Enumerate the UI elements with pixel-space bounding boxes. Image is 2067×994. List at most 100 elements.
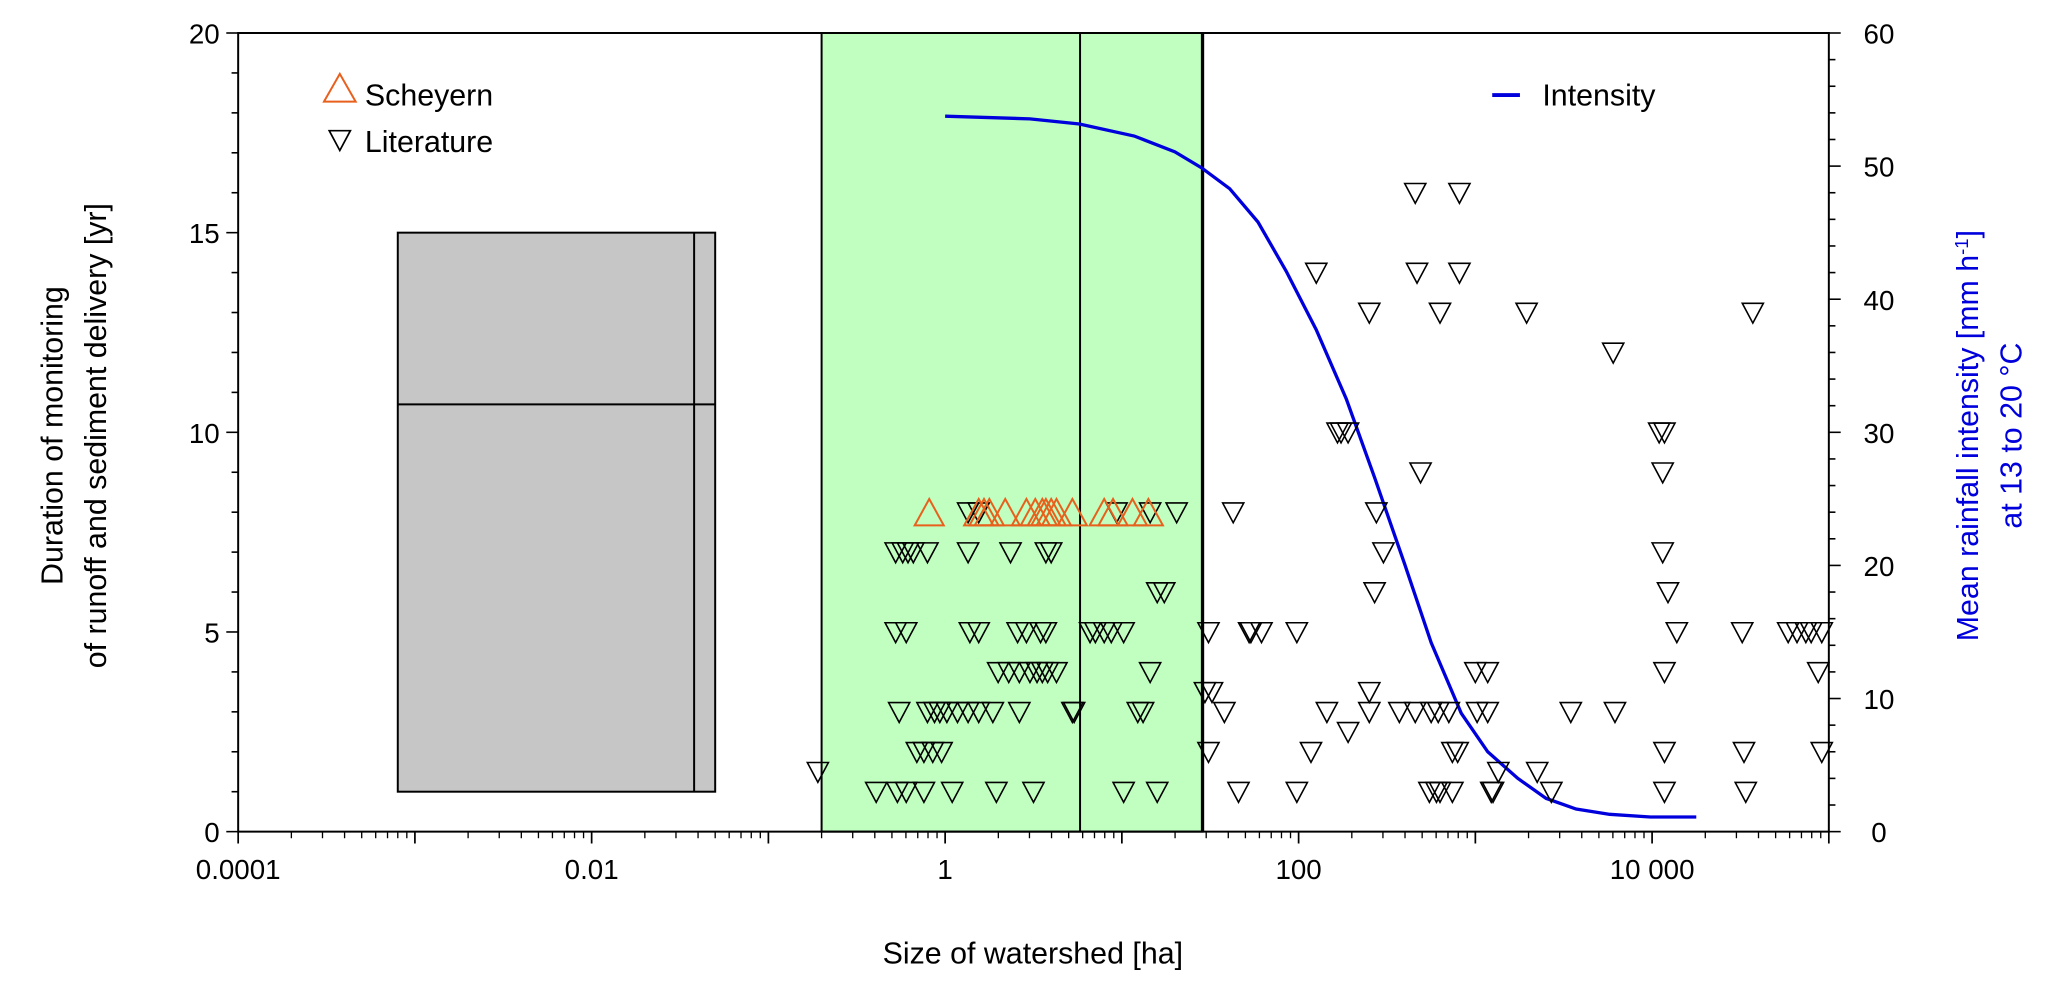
y2-axis-label-line1: Mean rainfall intensity [mm h-1] [1950, 230, 1985, 641]
literature-point [1428, 781, 1452, 804]
literature-point [1357, 302, 1382, 325]
literature-point [1196, 621, 1221, 645]
literature-point [1299, 741, 1323, 765]
y2-tick-label: 20 [1864, 551, 1895, 582]
literature-point [1809, 741, 1834, 765]
y-tick-label: 20 [189, 19, 220, 50]
green-band [820, 32, 1204, 833]
y2-tick-label: 40 [1864, 285, 1895, 316]
literature-point [1336, 422, 1360, 445]
scheyern-point [1056, 496, 1089, 527]
literature-point [1164, 502, 1189, 525]
literature-point [1652, 781, 1677, 804]
legend-left: Scheyern Literature [322, 71, 493, 159]
literature-point [1650, 542, 1675, 565]
y2-label-end: ] [1952, 230, 1985, 238]
literature-point [805, 761, 830, 784]
literature-point [956, 542, 980, 565]
literature-point [1603, 701, 1627, 725]
literature-point [1656, 582, 1680, 605]
literature-point [1111, 621, 1136, 645]
y2-tick-label: 30 [1864, 418, 1895, 449]
literature-point [1007, 701, 1032, 725]
literature-point [1601, 342, 1626, 365]
literature-point [1440, 781, 1465, 804]
x-tick-label: 100 [1275, 854, 1321, 885]
literature-point [894, 781, 919, 804]
legend-scheyern-label: Scheyern [365, 80, 493, 113]
literature-point [1062, 701, 1087, 725]
legend-scheyern-marker [322, 71, 358, 103]
literature-point [864, 781, 889, 804]
literature-point [1387, 701, 1412, 725]
literature-point [1525, 761, 1550, 784]
literature-point [1558, 701, 1583, 725]
literature-point [1364, 502, 1389, 525]
literature-point [915, 542, 940, 565]
literature-point [1664, 621, 1689, 645]
literature-point [966, 502, 991, 525]
literature-point [1221, 502, 1246, 525]
literature-point [1111, 781, 1136, 804]
literature-point [1131, 701, 1155, 725]
legend-intensity-label: Intensity [1542, 80, 1656, 113]
literature-point [1652, 741, 1677, 765]
literature-point [1539, 781, 1564, 804]
literature-point [1014, 621, 1039, 645]
literature-point [1408, 462, 1433, 485]
literature-point [1652, 422, 1677, 445]
literature-point [1445, 741, 1470, 765]
literature-point [901, 542, 926, 565]
legend-literature-label: Literature [365, 126, 493, 159]
literature-point [1417, 781, 1442, 804]
literature-point [966, 621, 991, 645]
y2-label-text: Mean rainfall intensity [mm h [1952, 255, 1985, 641]
literature-point [966, 701, 991, 725]
literature-point [1486, 761, 1511, 784]
x-tick-label: 0.0001 [196, 854, 281, 885]
literature-point [1405, 262, 1429, 285]
scheyern-point [1116, 496, 1149, 527]
literature-point [1463, 661, 1488, 685]
literature-point [1021, 781, 1046, 804]
literature-point [1447, 182, 1472, 205]
literature-point [1740, 302, 1765, 325]
literature-point [1284, 621, 1309, 645]
literature-point [1033, 621, 1058, 645]
markers-layer [805, 182, 1834, 804]
literature-point [1426, 701, 1451, 725]
scheyern-point [1096, 496, 1130, 527]
literature-point [1732, 741, 1756, 765]
y-tick-label: 5 [204, 618, 219, 649]
literature-point [1371, 542, 1396, 565]
y2-axis-label-line2: at 13 to 20 °C [1996, 343, 2029, 529]
literature-point [1284, 781, 1309, 804]
literature-point [1304, 262, 1329, 285]
background-regions [396, 32, 1205, 833]
literature-point [1099, 621, 1124, 645]
literature-point [1465, 701, 1489, 725]
literature-point [1249, 621, 1274, 645]
literature-point [929, 741, 954, 765]
literature-point [1447, 262, 1472, 285]
literature-point [1329, 422, 1353, 445]
literature-point [1145, 781, 1170, 804]
legend-right: Intensity [1492, 80, 1656, 113]
literature-point [980, 701, 1005, 725]
y-axis-label-line2: of runoff and sediment delivery [yr] [80, 203, 113, 668]
intensity-curve-layer [945, 114, 1697, 819]
literature-point [1428, 302, 1452, 325]
y-axis-label-line1: Duration of monitoring [37, 286, 70, 585]
literature-point [1039, 542, 1064, 565]
literature-point [1325, 422, 1350, 445]
literature-point [1152, 582, 1177, 605]
literature-point [1403, 182, 1428, 205]
literature-point [1809, 621, 1834, 645]
intensity-line [945, 114, 1697, 819]
x-tick-label: 1 [937, 854, 952, 885]
literature-point [1475, 661, 1500, 685]
scheyern-point [1132, 496, 1165, 527]
scheyern-point [973, 496, 1006, 527]
y2-label-sup: -1 [1950, 238, 1971, 254]
